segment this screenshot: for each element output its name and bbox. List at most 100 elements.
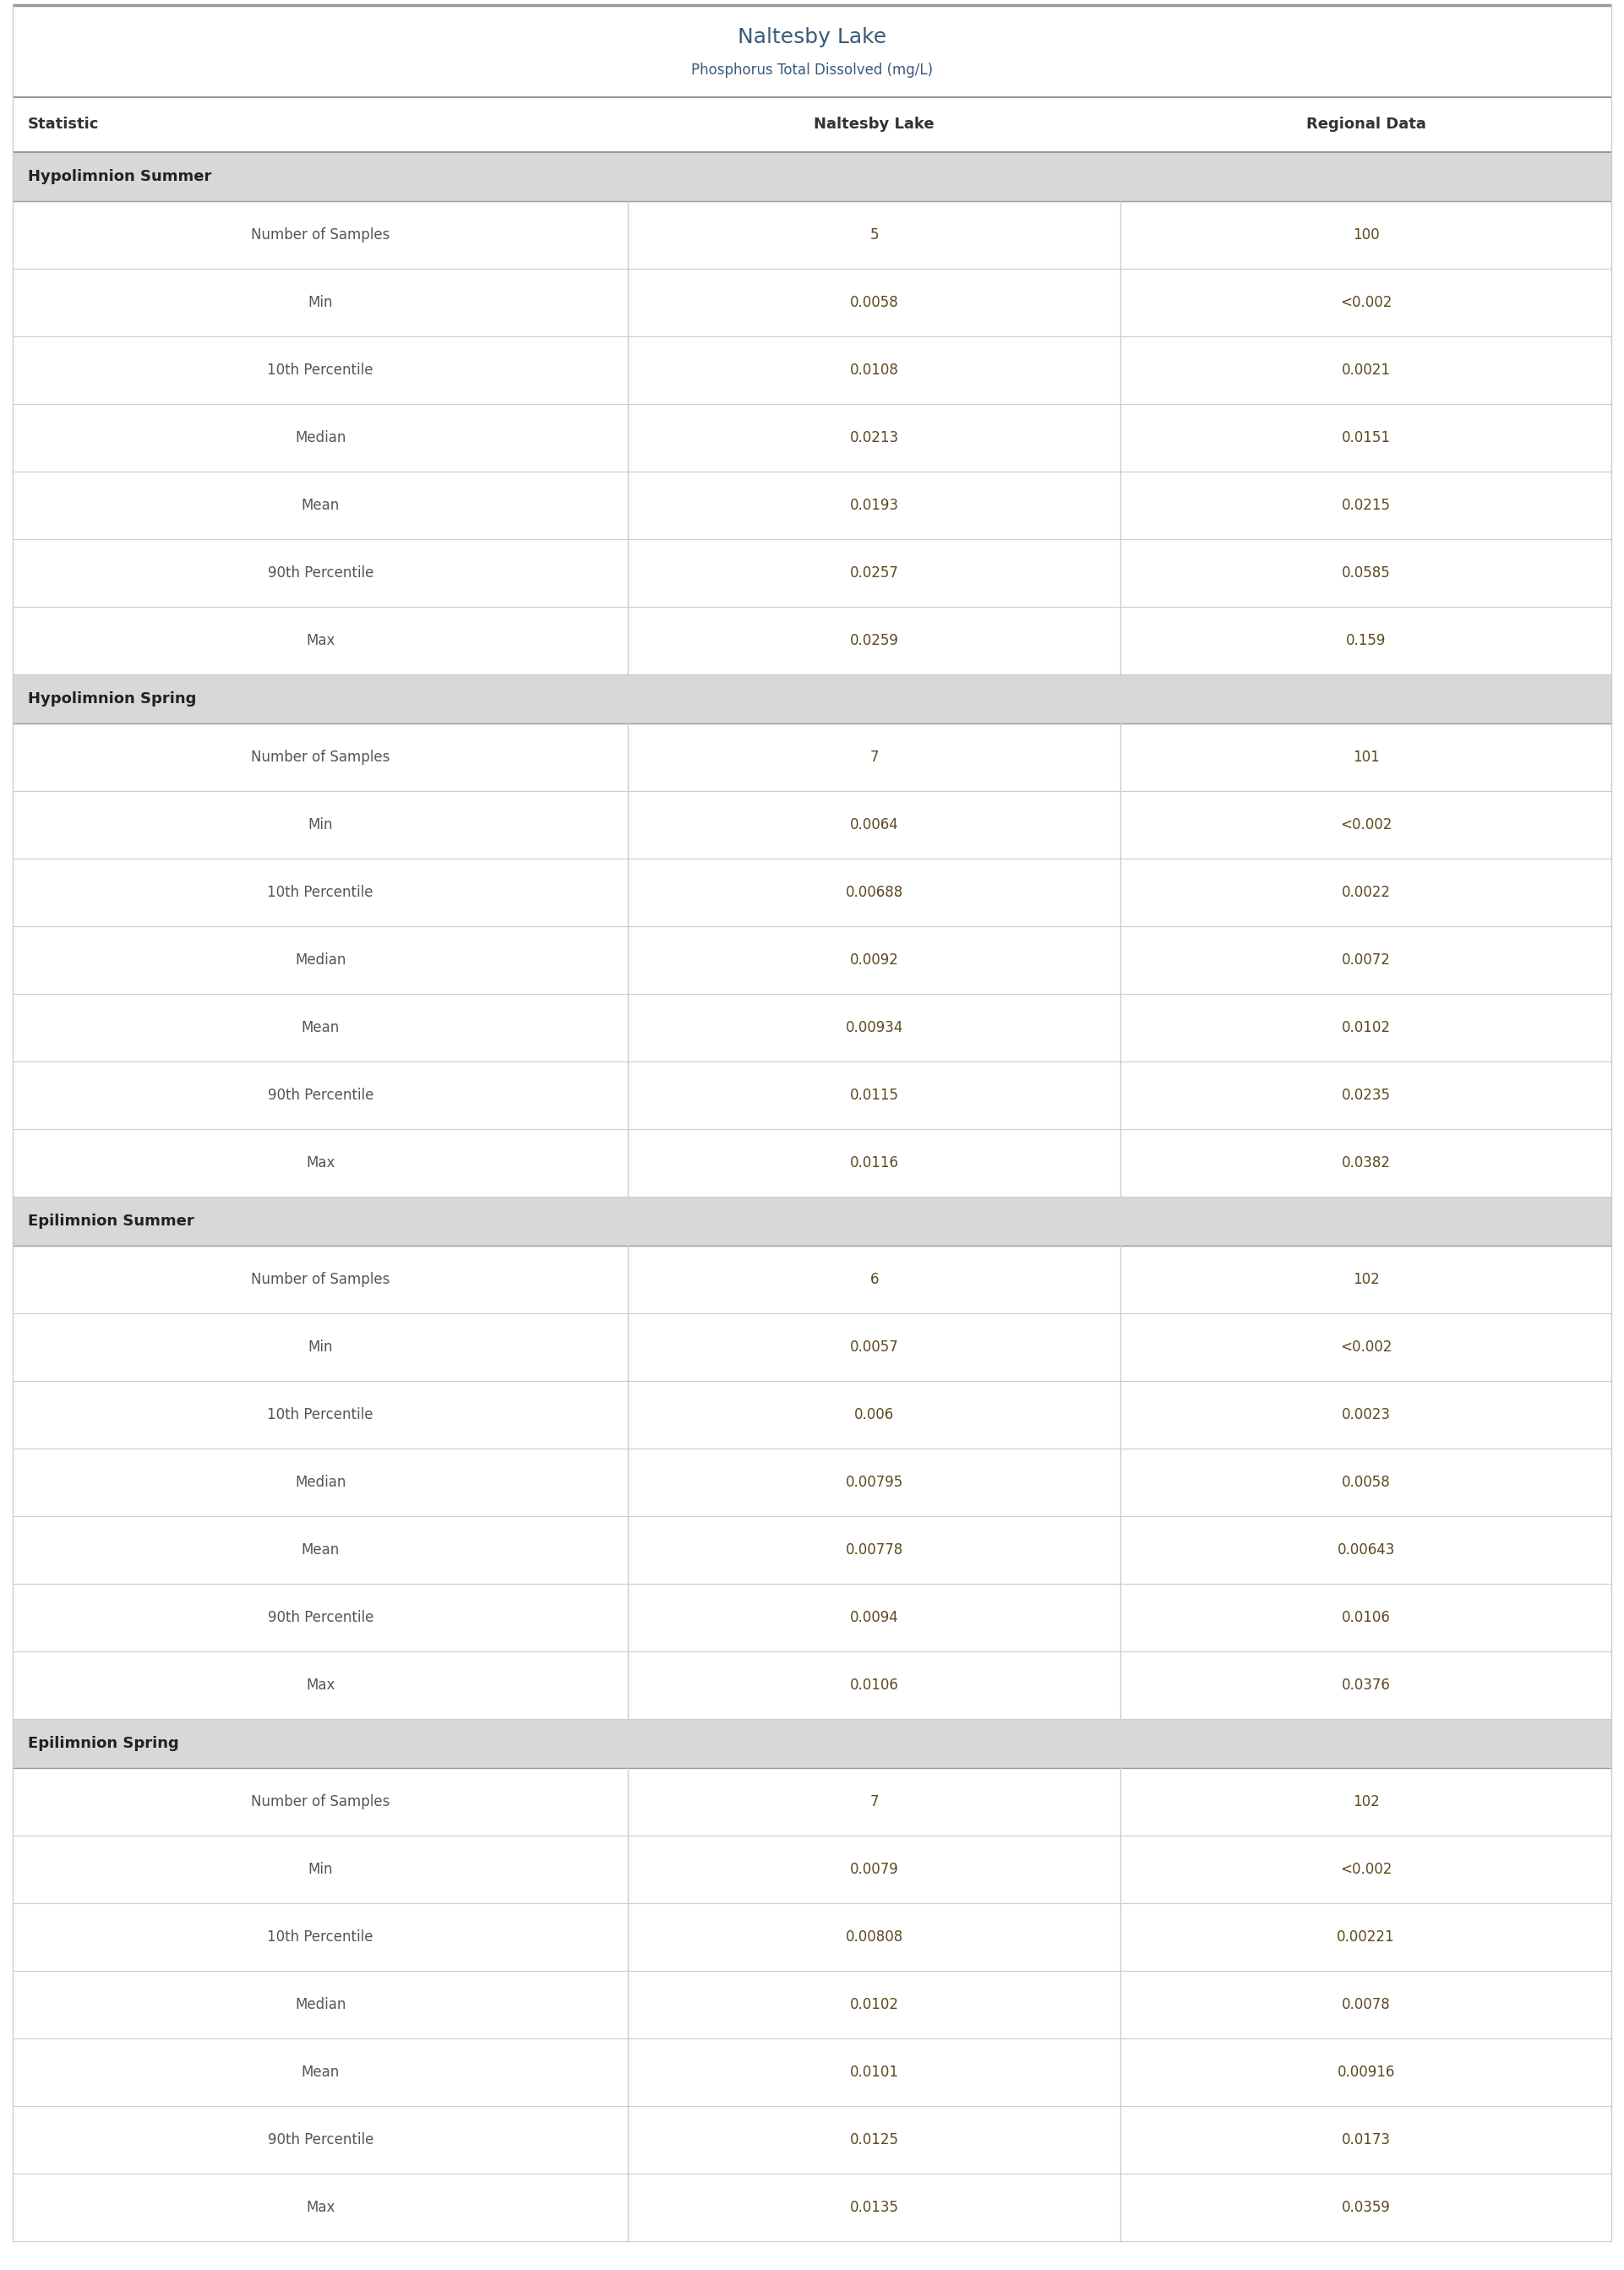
Text: Number of Samples: Number of Samples (252, 1271, 390, 1287)
Text: Number of Samples: Number of Samples (252, 1793, 390, 1809)
Text: Naltesby Lake: Naltesby Lake (814, 118, 934, 132)
Text: <0.002: <0.002 (1340, 1339, 1392, 1355)
Text: 0.00643: 0.00643 (1337, 1541, 1395, 1557)
Text: 0.0585: 0.0585 (1341, 565, 1390, 581)
Text: <0.002: <0.002 (1340, 817, 1392, 833)
Bar (13, 472, 1611, 540)
Text: 0.0021: 0.0021 (1341, 363, 1390, 377)
Bar (13, 1448, 1611, 1516)
Text: 0.00778: 0.00778 (846, 1541, 903, 1557)
Text: 0.0213: 0.0213 (849, 431, 900, 445)
Text: Max: Max (305, 1155, 335, 1171)
Text: Max: Max (305, 1678, 335, 1693)
Text: Max: Max (305, 633, 335, 649)
Text: 0.00934: 0.00934 (846, 1019, 903, 1035)
Text: Mean: Mean (302, 497, 339, 513)
Bar (13, 724, 1611, 790)
Text: 0.0022: 0.0022 (1341, 885, 1390, 901)
Text: 5: 5 (870, 227, 879, 243)
Text: 100: 100 (1353, 227, 1379, 243)
Text: 90th Percentile: 90th Percentile (268, 565, 374, 581)
Text: Mean: Mean (302, 2066, 339, 2079)
Text: Number of Samples: Number of Samples (252, 749, 390, 765)
Text: <0.002: <0.002 (1340, 295, 1392, 311)
Bar (13, 268, 1611, 336)
Text: Median: Median (296, 953, 346, 967)
Text: Hypolimnion Summer: Hypolimnion Summer (28, 168, 211, 184)
Text: 90th Percentile: 90th Percentile (268, 2132, 374, 2147)
Text: 0.0135: 0.0135 (849, 2200, 898, 2216)
Text: 0.0094: 0.0094 (849, 1609, 898, 1625)
Text: 0.0173: 0.0173 (1341, 2132, 1390, 2147)
Text: 10th Percentile: 10th Percentile (268, 1930, 374, 1945)
Text: 0.0257: 0.0257 (849, 565, 898, 581)
Text: 0.0193: 0.0193 (849, 497, 898, 513)
Bar (13, 1650, 1611, 1718)
Text: Number of Samples: Number of Samples (252, 227, 390, 243)
Text: Epilimnion Spring: Epilimnion Spring (28, 1737, 179, 1750)
Text: Min: Min (309, 817, 333, 833)
Bar (13, 606, 1611, 674)
Text: 0.0064: 0.0064 (849, 817, 898, 833)
Text: Epilimnion Summer: Epilimnion Summer (28, 1214, 195, 1228)
Text: Min: Min (309, 1339, 333, 1355)
Text: 6: 6 (870, 1271, 879, 1287)
Bar (13, 1516, 1611, 1584)
Bar (13, 202, 1611, 268)
Text: 7: 7 (870, 749, 879, 765)
Text: 0.0057: 0.0057 (849, 1339, 898, 1355)
Text: 0.159: 0.159 (1346, 633, 1385, 649)
Text: Naltesby Lake: Naltesby Lake (737, 27, 887, 48)
Text: 0.00916: 0.00916 (1337, 2066, 1395, 2079)
Text: 0.00808: 0.00808 (846, 1930, 903, 1945)
Bar (13, 1314, 1611, 1380)
Bar (13, 98, 1611, 152)
Bar (13, 2038, 1611, 2107)
Text: Statistic: Statistic (28, 118, 99, 132)
Text: 90th Percentile: 90th Percentile (268, 1609, 374, 1625)
Text: 0.0106: 0.0106 (849, 1678, 898, 1693)
Text: Regional Data: Regional Data (1306, 118, 1426, 132)
Text: 0.006: 0.006 (854, 1407, 895, 1423)
Bar (13, 1380, 1611, 1448)
Text: 10th Percentile: 10th Percentile (268, 885, 374, 901)
Text: Phosphorus Total Dissolved (mg/L): Phosphorus Total Dissolved (mg/L) (692, 61, 932, 77)
Text: 0.0259: 0.0259 (849, 633, 898, 649)
Text: Median: Median (296, 1476, 346, 1489)
Bar (13, 1970, 1611, 2038)
Text: 0.0215: 0.0215 (1341, 497, 1390, 513)
Text: 0.0359: 0.0359 (1341, 2200, 1390, 2216)
Text: 0.0102: 0.0102 (849, 1998, 898, 2011)
Text: Mean: Mean (302, 1541, 339, 1557)
Text: 102: 102 (1353, 1793, 1379, 1809)
Bar (13, 1768, 1611, 1836)
Text: Median: Median (296, 1998, 346, 2011)
Text: 10th Percentile: 10th Percentile (268, 363, 374, 377)
Bar (13, 404, 1611, 472)
Text: 7: 7 (870, 1793, 879, 1809)
Text: 0.0382: 0.0382 (1341, 1155, 1390, 1171)
Bar (13, 994, 1611, 1062)
Bar (13, 1902, 1611, 1970)
Text: 102: 102 (1353, 1271, 1379, 1287)
Text: 0.0106: 0.0106 (1341, 1609, 1390, 1625)
Text: 0.0235: 0.0235 (1341, 1087, 1390, 1103)
Bar (13, 1246, 1611, 1314)
Bar (13, 1836, 1611, 1902)
Bar (13, 152, 1611, 202)
Text: 0.0376: 0.0376 (1341, 1678, 1390, 1693)
Text: Max: Max (305, 2200, 335, 2216)
Text: 0.0078: 0.0078 (1341, 1998, 1390, 2011)
Text: 0.0125: 0.0125 (849, 2132, 898, 2147)
Bar (13, 540, 1611, 606)
Text: 0.0108: 0.0108 (849, 363, 898, 377)
Bar (13, 790, 1611, 858)
Text: Min: Min (309, 1861, 333, 1877)
Bar (13, 674, 1611, 724)
Bar (13, 858, 1611, 926)
Bar (13, 2175, 1611, 2240)
Text: 0.0115: 0.0115 (849, 1087, 898, 1103)
Text: 0.0102: 0.0102 (1341, 1019, 1390, 1035)
Text: <0.002: <0.002 (1340, 1861, 1392, 1877)
Text: 0.0116: 0.0116 (849, 1155, 898, 1171)
